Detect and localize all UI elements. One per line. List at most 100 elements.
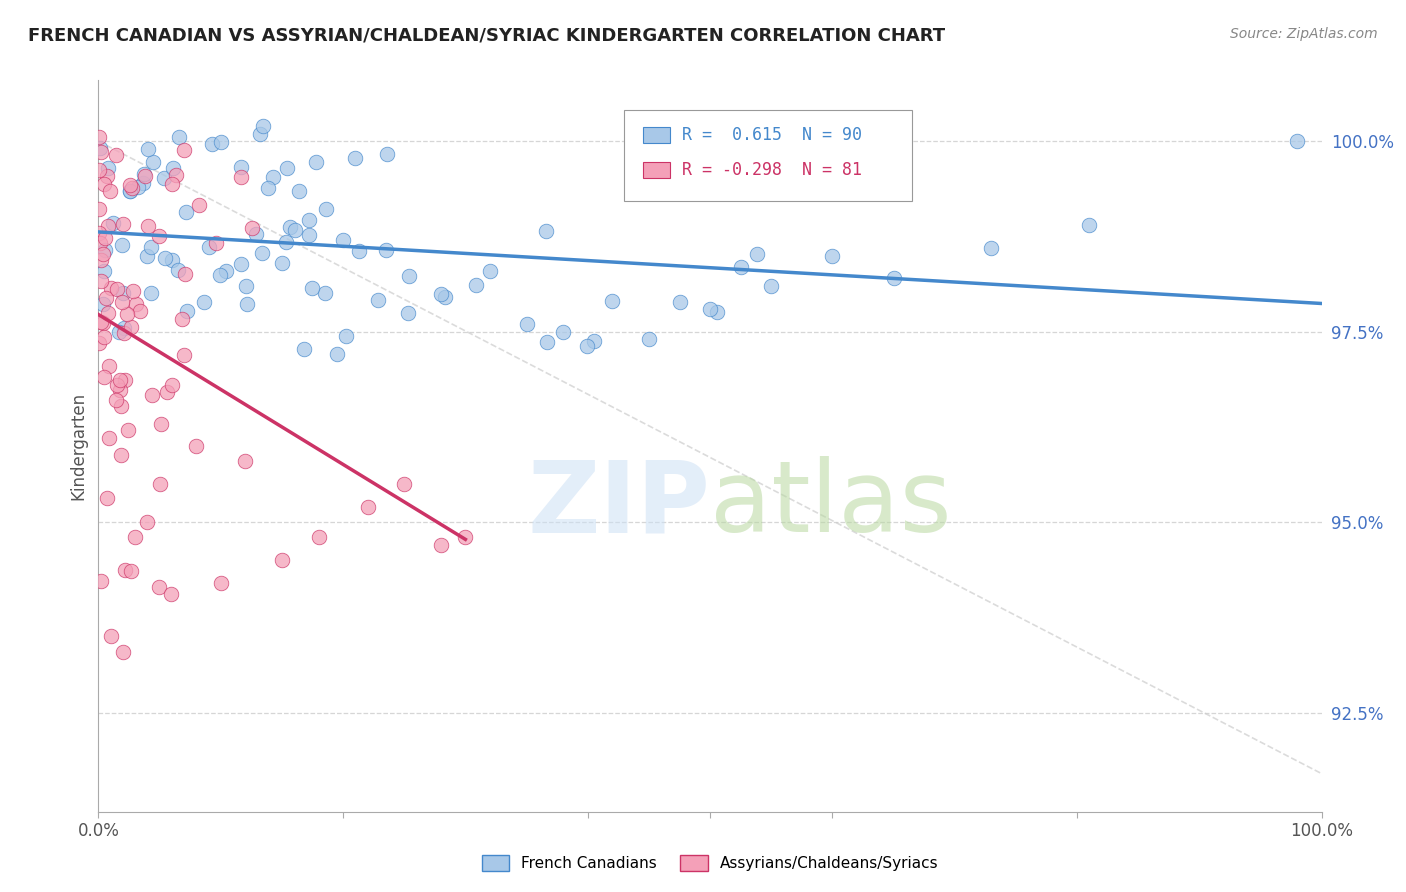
Point — [112, 326, 135, 340]
Point — [93, 370, 115, 384]
Point — [270, 256, 294, 270]
Point — [284, 223, 307, 237]
Point — [638, 332, 661, 346]
Point — [231, 169, 253, 184]
Point — [1286, 134, 1309, 148]
Point — [375, 146, 398, 161]
Point — [90, 274, 112, 288]
Point — [93, 177, 115, 191]
Point — [134, 167, 156, 181]
Point — [93, 264, 115, 278]
Point — [87, 202, 110, 217]
Point — [298, 212, 321, 227]
Point — [706, 305, 728, 319]
Point — [139, 240, 162, 254]
Point — [87, 129, 110, 144]
Point — [201, 136, 224, 151]
Point — [600, 294, 623, 309]
Point — [257, 181, 280, 195]
Point — [343, 151, 366, 165]
Point — [249, 127, 271, 141]
Point — [433, 290, 456, 304]
Point — [136, 219, 159, 233]
Point — [396, 305, 419, 319]
Point — [252, 119, 274, 133]
Point — [89, 235, 111, 250]
Point — [883, 271, 905, 285]
Point — [96, 491, 118, 505]
Point — [98, 184, 121, 198]
Point — [134, 169, 156, 183]
Point — [111, 295, 134, 310]
Point — [172, 312, 194, 326]
Point — [160, 378, 183, 392]
Point — [120, 178, 142, 192]
Point — [209, 268, 232, 282]
Point — [980, 241, 1002, 255]
Y-axis label: Kindergarten: Kindergarten — [69, 392, 87, 500]
Point — [160, 253, 183, 268]
Point — [97, 306, 120, 320]
Point — [101, 216, 124, 230]
Point — [236, 297, 259, 311]
Point — [298, 227, 321, 242]
Point — [94, 231, 117, 245]
Point — [165, 168, 187, 182]
Point — [90, 574, 112, 588]
Point — [149, 477, 172, 491]
Point — [120, 320, 142, 334]
Point — [115, 307, 138, 321]
Point — [93, 246, 115, 260]
Point — [114, 563, 136, 577]
Point — [120, 564, 142, 578]
Point — [100, 281, 122, 295]
Point — [124, 530, 146, 544]
Point — [209, 135, 232, 149]
Point — [120, 185, 142, 199]
Point — [576, 339, 599, 353]
Point — [250, 246, 273, 260]
Point — [356, 500, 378, 514]
Point — [553, 325, 575, 339]
Point — [274, 235, 297, 250]
Point — [392, 477, 416, 491]
Point — [278, 220, 301, 235]
Text: Source: ZipAtlas.com: Source: ZipAtlas.com — [1230, 27, 1378, 41]
Point — [89, 141, 111, 155]
Point — [583, 334, 606, 348]
Point — [97, 219, 120, 234]
Point — [87, 162, 110, 177]
Point — [87, 226, 110, 240]
Point — [332, 233, 354, 247]
Point — [136, 142, 159, 156]
Point — [104, 392, 127, 407]
Point — [301, 281, 323, 295]
Point — [142, 155, 165, 169]
Point — [335, 329, 357, 343]
Point — [90, 145, 112, 160]
Point — [156, 384, 179, 399]
Point — [187, 198, 209, 212]
Point — [108, 373, 131, 387]
Point — [111, 645, 134, 659]
Legend: French Canadians, Assyrians/Chaldeans/Syriacs: French Canadians, Assyrians/Chaldeans/Sy… — [475, 849, 945, 877]
Point — [90, 315, 112, 329]
Point — [205, 236, 228, 251]
Point — [155, 251, 177, 265]
Point — [262, 169, 284, 184]
Text: R = -0.298  N = 81: R = -0.298 N = 81 — [682, 161, 862, 179]
Point — [110, 399, 132, 413]
Point — [761, 279, 783, 293]
Point — [315, 202, 337, 216]
Text: atlas: atlas — [710, 456, 952, 553]
Point — [270, 553, 294, 567]
Point — [430, 538, 453, 552]
Point — [148, 580, 170, 594]
Point — [96, 291, 118, 305]
Point — [292, 342, 315, 356]
Point — [100, 630, 122, 644]
Point — [108, 325, 131, 339]
Point — [96, 169, 118, 184]
Point — [347, 244, 370, 259]
Point — [167, 263, 190, 277]
